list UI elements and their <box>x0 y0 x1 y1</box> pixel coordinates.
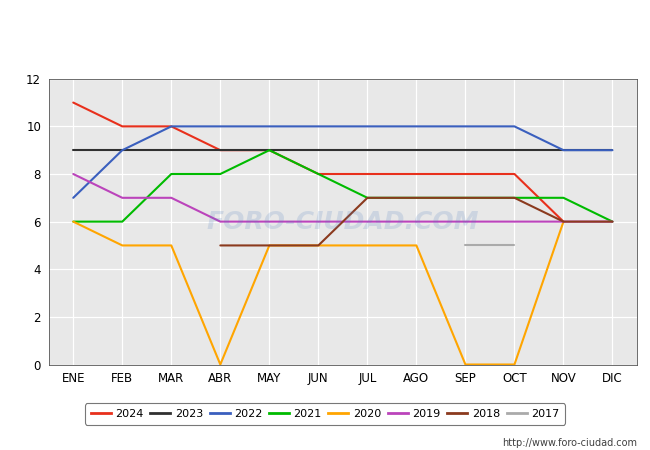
Text: http://www.foro-ciudad.com: http://www.foro-ciudad.com <box>502 438 637 448</box>
Text: FORO-CIUDAD.COM: FORO-CIUDAD.COM <box>207 210 479 234</box>
Text: Afiliados en Mironcillo a 30/11/2024: Afiliados en Mironcillo a 30/11/2024 <box>181 15 469 30</box>
Legend: 2024, 2023, 2022, 2021, 2020, 2019, 2018, 2017: 2024, 2023, 2022, 2021, 2020, 2019, 2018… <box>85 404 565 424</box>
